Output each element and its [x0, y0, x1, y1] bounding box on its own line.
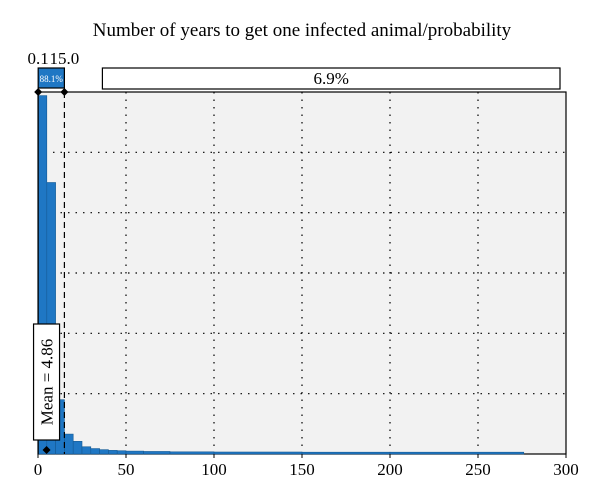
x-tick-label: 200	[377, 460, 403, 479]
histogram-bar	[301, 451, 391, 455]
right-percentage-label: 6.9%	[313, 69, 348, 88]
right-delimiter-marker	[60, 88, 69, 96]
x-tick-label: 100	[201, 460, 227, 479]
histogram-bar	[46, 182, 56, 455]
left-delimiter-marker	[34, 88, 43, 96]
right-delimiter-value: 15.0	[50, 49, 80, 68]
histogram-bar	[108, 450, 118, 455]
left-percentage-box	[37, 67, 65, 89]
left-percentage-label: 88.1%	[40, 74, 64, 84]
chart-title: Number of years to get one infected anim…	[93, 20, 512, 41]
histogram-bar	[99, 449, 109, 455]
histogram-bar	[90, 448, 100, 455]
x-tick-label: 0	[34, 460, 43, 479]
grid-lines	[38, 92, 566, 454]
x-tick-label: 250	[465, 460, 491, 479]
histogram-bar	[169, 451, 215, 455]
histogram-bar	[81, 446, 92, 455]
histogram-bar	[389, 451, 525, 455]
histogram-bar	[72, 441, 83, 455]
mean-label-box	[32, 323, 61, 441]
x-tick-label: 300	[553, 460, 579, 479]
histogram-bar	[125, 450, 144, 455]
left-delimiter-value: 0.1	[28, 49, 49, 68]
mean-label: Mean = 4.86	[38, 339, 57, 426]
histogram-bar	[64, 433, 74, 455]
mean-marker	[42, 446, 51, 454]
x-axis-ticks: 0 50 100 150 200 250 300	[34, 454, 579, 479]
histogram-bar	[213, 451, 303, 455]
x-tick-label: 150	[289, 460, 315, 479]
histogram-bar	[116, 450, 127, 455]
right-percentage-box	[101, 67, 561, 90]
histogram-bar	[143, 451, 171, 455]
x-tick-label: 50	[118, 460, 135, 479]
